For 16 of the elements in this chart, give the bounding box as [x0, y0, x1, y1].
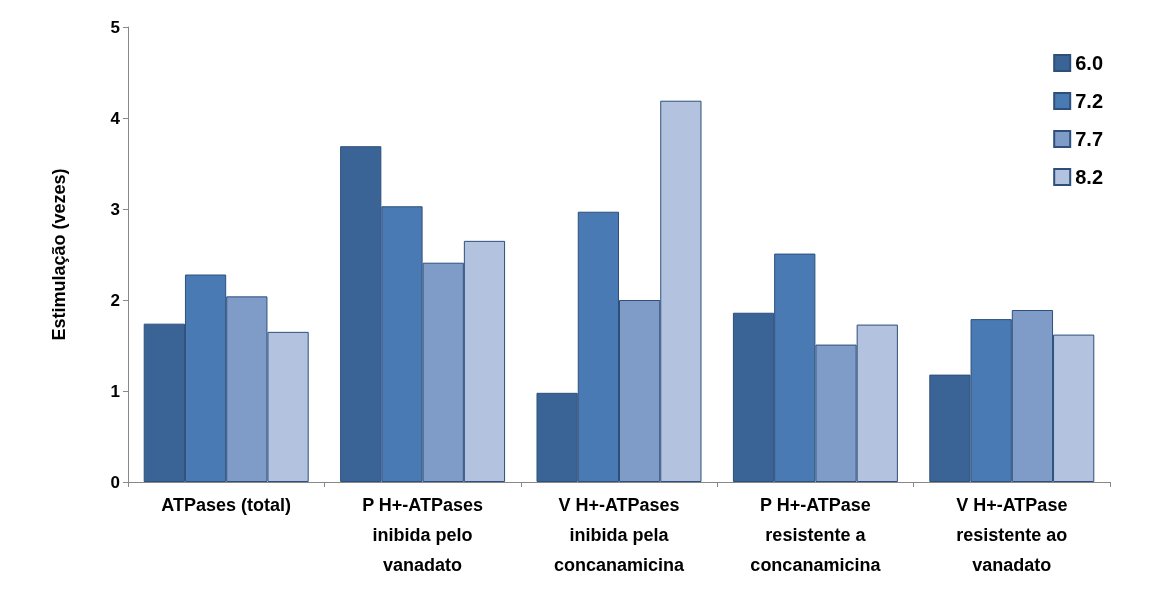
y-tick-label: 0: [110, 472, 120, 492]
legend-label: 7.2: [1075, 90, 1104, 112]
x-tick-label: P H+-ATPases inibida pelo vanadato: [362, 495, 484, 575]
legend-label: 6.0: [1075, 52, 1104, 74]
x-tick-label: V H+-ATPase resistente ao vanadato: [956, 495, 1068, 575]
x-tick-label: P H+-ATPase resistente a concanamicina: [750, 495, 882, 575]
x-tick-label: V H+-ATPases inibida pela concanamicina: [553, 495, 686, 575]
legend-label: 8.2: [1075, 166, 1104, 188]
x-tick-label: ATPases (total): [161, 495, 292, 515]
y-axis-title: Estimulação (vezes): [49, 168, 69, 341]
y-tick-label: 3: [110, 199, 120, 219]
y-tick-label: 5: [110, 17, 120, 37]
legend-label: 7.7: [1075, 128, 1104, 150]
y-tick-label: 2: [110, 290, 120, 310]
y-tick-label: 1: [110, 381, 120, 401]
y-tick-label: 4: [110, 108, 121, 128]
